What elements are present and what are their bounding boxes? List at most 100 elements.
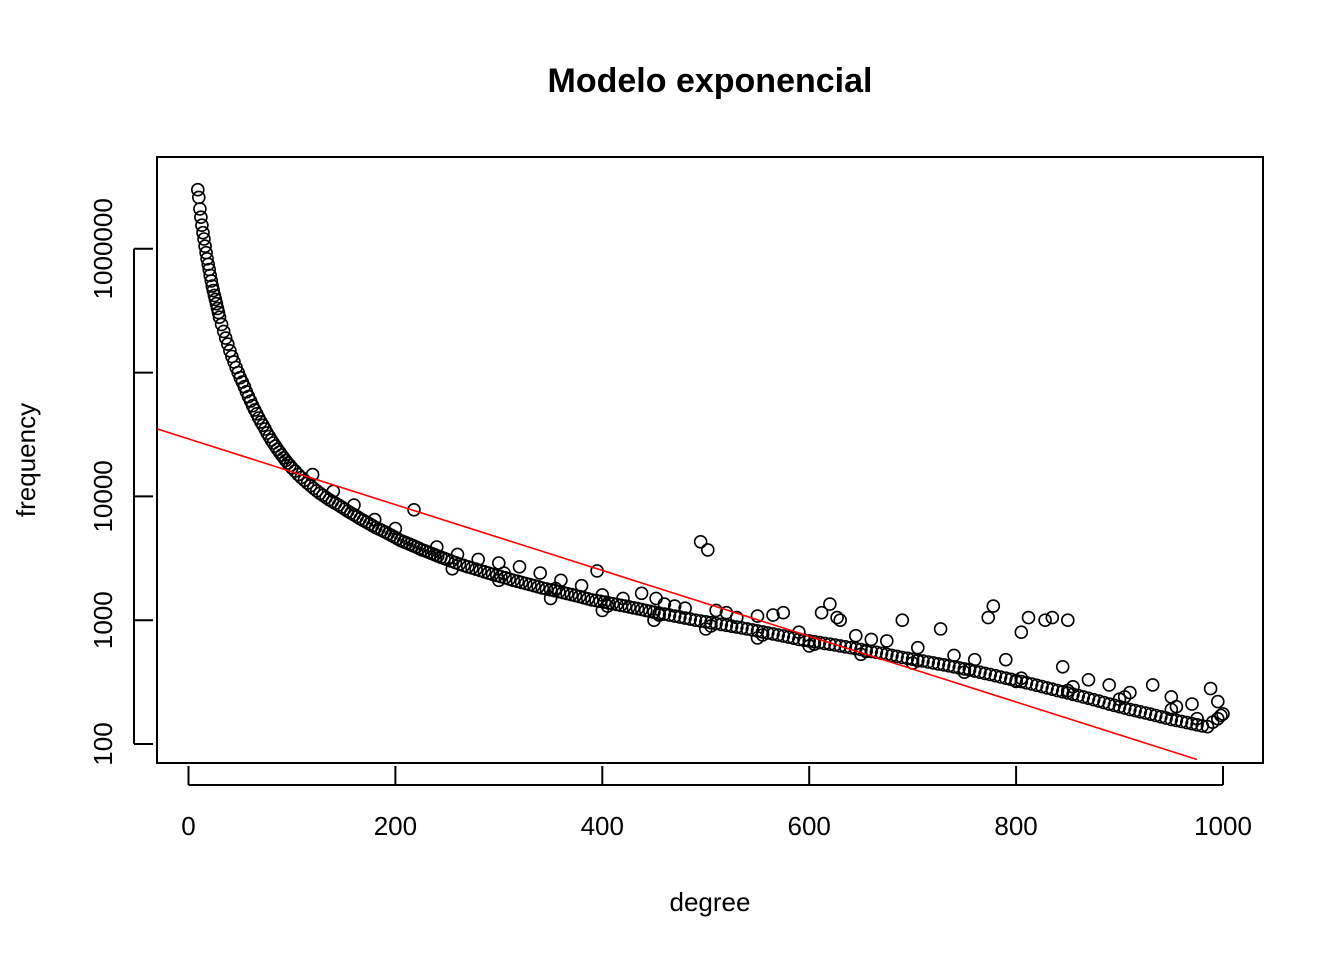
data-point: [1038, 613, 1052, 628]
data-point: [204, 274, 219, 288]
data-point: [916, 654, 930, 668]
data-point: [693, 534, 708, 549]
data-point: [890, 649, 904, 664]
data-point: [895, 613, 910, 628]
data-point: [947, 648, 961, 663]
data-point: [1014, 674, 1029, 689]
data-point: [616, 591, 630, 606]
data-point: [993, 670, 1008, 684]
data-point: [776, 605, 791, 620]
data-point: [988, 668, 1003, 683]
data-point: [1061, 613, 1075, 628]
data-point: [957, 662, 972, 676]
data-point: [1045, 682, 1060, 697]
data-point: [195, 218, 209, 232]
y-axis-label: frequency: [11, 403, 41, 517]
data-point: [192, 190, 206, 205]
data-point: [683, 612, 698, 626]
data-point: [833, 613, 848, 628]
data-point: [1035, 679, 1049, 694]
data-point: [830, 610, 844, 625]
data-point: [1190, 717, 1204, 732]
data-point: [260, 426, 274, 440]
data-point: [776, 629, 791, 643]
data-point: [471, 552, 486, 567]
data-point: [1214, 708, 1228, 723]
data-point: [1169, 713, 1184, 728]
data-point: [879, 634, 894, 648]
data-point: [254, 415, 268, 429]
data-point: [197, 232, 211, 246]
data-point: [193, 202, 207, 216]
data-point: [634, 586, 649, 601]
chart-title: Modelo exponencial: [548, 62, 873, 100]
data-point: [198, 239, 212, 253]
data-point: [1066, 679, 1080, 694]
data-point: [1138, 706, 1153, 720]
data-point: [347, 498, 361, 512]
data-point: [910, 653, 925, 668]
data-point: [221, 337, 235, 351]
x-tick-label: 600: [788, 811, 831, 841]
data-point: [1123, 702, 1137, 717]
data-point: [978, 666, 992, 681]
data-point: [766, 627, 780, 641]
data-point: [1154, 709, 1168, 724]
data-point: [1216, 707, 1230, 721]
data-point: [214, 317, 229, 332]
data-point: [921, 655, 936, 669]
data-point: [905, 652, 920, 667]
data-point: [998, 652, 1013, 667]
data-point: [859, 644, 873, 659]
data-point: [983, 667, 998, 682]
data-point: [194, 210, 208, 224]
plot-frame: [156, 156, 1264, 764]
data-point: [533, 566, 548, 580]
data-point: [848, 628, 863, 643]
data-point: [1174, 714, 1189, 729]
data-point: [792, 625, 806, 640]
data-point: [512, 559, 527, 574]
data-point: [1030, 678, 1044, 693]
data-point: [1143, 707, 1158, 722]
data-point: [1050, 683, 1065, 698]
fit-line-group: [157, 428, 1198, 761]
data-point: [771, 628, 786, 642]
data-point: [657, 607, 672, 621]
data-point: [212, 310, 227, 325]
data-point: [1117, 690, 1132, 704]
data-point: [657, 597, 672, 611]
y-axis: 100 1000 10000 1000000: [88, 198, 153, 766]
data-point: [1081, 672, 1096, 687]
data-point: [1014, 625, 1029, 640]
data-point: [766, 608, 780, 622]
data-point: [600, 599, 615, 613]
y-tick-label: 1000: [88, 591, 118, 649]
data-point: [652, 608, 667, 622]
data-point: [828, 638, 842, 652]
data-point: [450, 547, 465, 562]
data-point: [497, 566, 511, 580]
data-point: [735, 621, 749, 635]
y-tick-label: 100: [88, 722, 118, 765]
data-point: [1102, 678, 1116, 692]
data-point: [981, 610, 996, 625]
data-point: [1211, 694, 1225, 709]
data-point: [203, 268, 217, 283]
data-point: [973, 665, 987, 680]
data-points: [191, 182, 1230, 734]
data-point: [910, 640, 925, 655]
y-tick-label: 10000: [88, 460, 118, 532]
data-point: [936, 657, 951, 672]
data-point: [1128, 703, 1142, 718]
data-point: [196, 225, 210, 240]
data-point: [1169, 699, 1184, 714]
data-point: [895, 650, 910, 665]
data-point: [864, 632, 879, 647]
data-point: [933, 622, 948, 636]
data-point: [714, 617, 729, 632]
data-point: [709, 603, 723, 618]
data-point: [388, 521, 403, 536]
data-point: [191, 182, 205, 197]
